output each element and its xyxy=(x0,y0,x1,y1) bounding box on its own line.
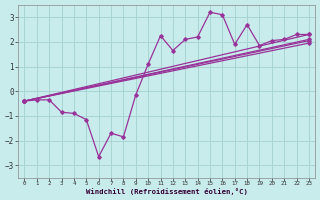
X-axis label: Windchill (Refroidissement éolien,°C): Windchill (Refroidissement éolien,°C) xyxy=(86,188,248,195)
